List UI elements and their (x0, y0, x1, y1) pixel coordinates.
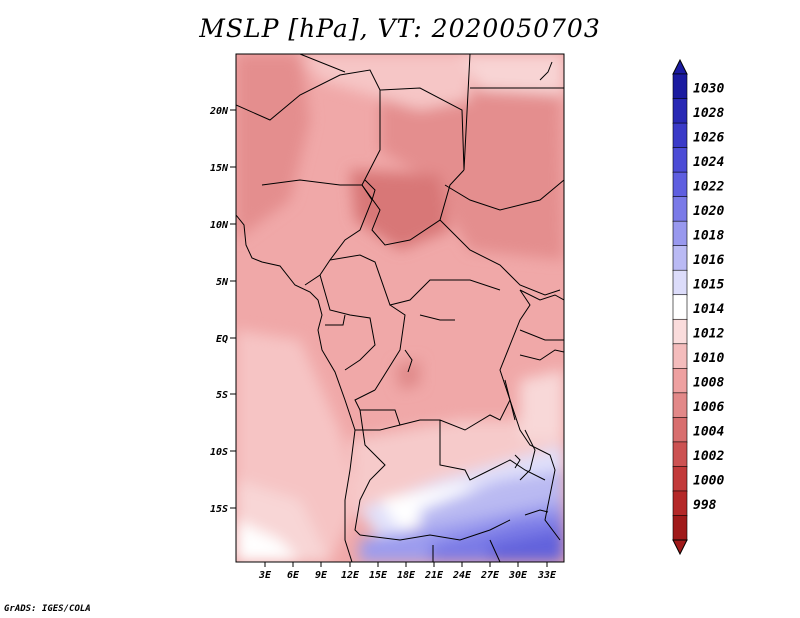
lat-ticks (230, 109, 236, 509)
colorbar-segment (672, 368, 688, 394)
pressure-field (236, 54, 564, 562)
lon-label: 12E (341, 570, 360, 581)
lat-label: 10N (210, 220, 229, 231)
colorbar-segment (672, 147, 688, 173)
colorbar-label: 1006 (693, 400, 724, 415)
lat-labels: 20N 15N 10N 5N EQ 5S 10S 15S (209, 106, 229, 515)
lon-label: 33E (537, 570, 557, 581)
colorbar-label: 1024 (693, 155, 724, 170)
lon-ticks (264, 562, 548, 567)
lon-label: 9E (315, 570, 328, 581)
colorbar-label: 998 (693, 498, 717, 513)
colorbar-label: 1030 (693, 81, 724, 96)
colorbar-label: 1026 (693, 130, 724, 145)
colorbar-segment (672, 515, 688, 541)
lat-label: 15S (210, 504, 228, 515)
colorbar-label: 1016 (693, 253, 724, 268)
colorbar-segment (672, 466, 688, 492)
colorbar-segment (672, 417, 688, 443)
colorbar-label: 1014 (693, 302, 724, 317)
colorbar-segment (672, 269, 688, 296)
map-frame (235, 53, 565, 563)
colorbar-label: 1002 (693, 449, 724, 464)
colorbar-segment (672, 220, 688, 247)
colorbar-label: 1020 (693, 204, 724, 219)
colorbar-segment (672, 343, 688, 370)
lat-label: 5N (216, 277, 229, 288)
colorbar-label: 1010 (693, 351, 724, 366)
colorbar (672, 58, 688, 556)
colorbar-segment (672, 441, 688, 468)
colorbar-labels: 1030 1028 1026 1024 1022 1020 1018 1016 … (693, 81, 724, 513)
colorbar-bottom-arrow (672, 539, 688, 556)
lon-label: 18E (397, 570, 416, 581)
lat-label: 15N (210, 163, 229, 174)
colorbar-segment (672, 392, 688, 419)
colorbar-segment (672, 196, 688, 222)
colorbar-label: 1028 (693, 106, 724, 121)
colorbar-segment (672, 318, 688, 345)
colorbar-segment (672, 73, 688, 100)
colorbar-segment (672, 98, 688, 124)
colorbar-segment (672, 245, 688, 272)
lon-label: 30E (508, 570, 528, 581)
lon-label: 6E (287, 570, 300, 581)
colorbar-segment (672, 122, 688, 149)
colorbar-label: 1000 (693, 474, 724, 489)
lon-label: 21E (424, 570, 444, 581)
colorbar-label: 1022 (693, 179, 724, 194)
lat-label: 5S (216, 390, 228, 401)
lat-label: EQ (216, 334, 228, 345)
lat-label: 20N (209, 106, 229, 117)
colorbar-label: 1012 (693, 327, 724, 342)
colorbar-label: 1015 (693, 277, 724, 292)
map-title: MSLP [hPa], VT: 2020050703 (199, 14, 601, 43)
lon-label: 27E (480, 570, 500, 581)
colorbar-segment (672, 171, 688, 198)
lon-label: 15E (369, 570, 388, 581)
colorbar-top-arrow (672, 58, 688, 75)
colorbar-label: 1018 (693, 228, 724, 243)
lon-label: 3E (258, 570, 272, 581)
country-borders (236, 54, 564, 562)
colorbar-label: 1008 (693, 376, 724, 391)
lon-labels: 3E 6E 9E 12E 15E 18E 21E 24E 27E 30E 33E (258, 570, 557, 581)
lat-label: 10S (210, 447, 228, 458)
colorbar-segment (672, 294, 688, 321)
lon-label: 24E (452, 570, 472, 581)
colorbar-segment (672, 490, 688, 517)
grads-credit: GrADS: IGES/COLA (4, 604, 91, 614)
colorbar-label: 1004 (693, 425, 724, 440)
